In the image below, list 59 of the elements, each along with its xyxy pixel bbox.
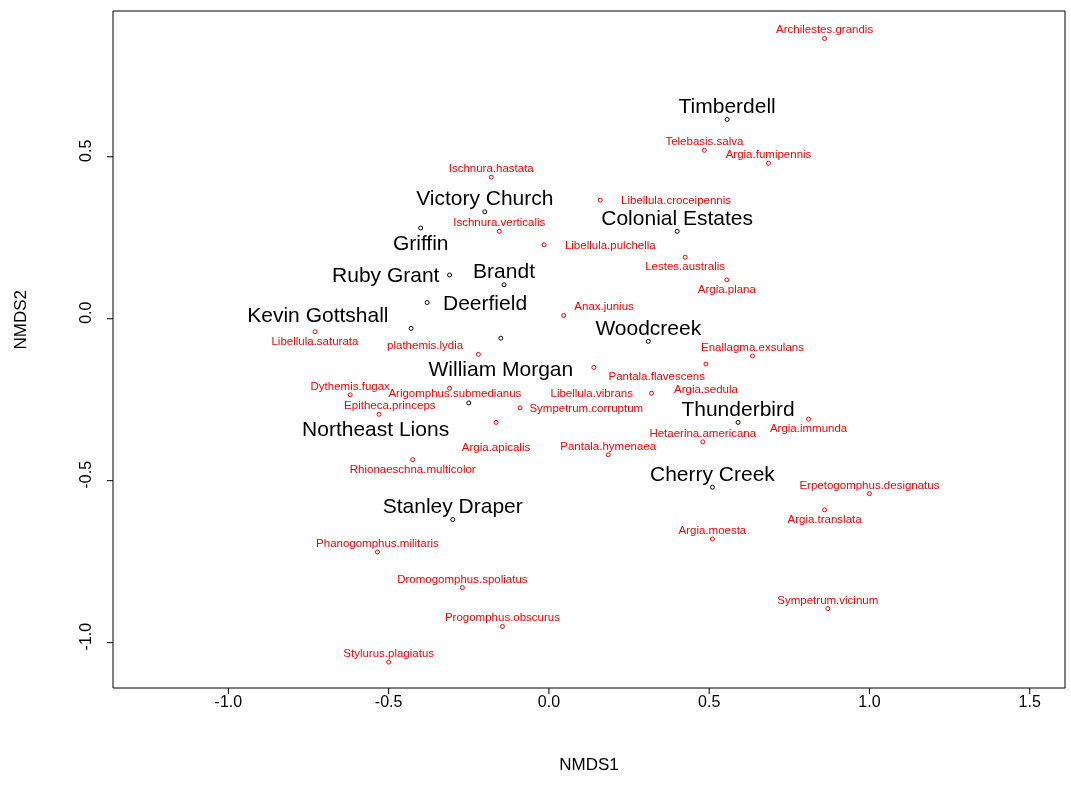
data-label: Woodcreek — [595, 315, 702, 339]
data-label: Argia.sedula — [674, 383, 739, 396]
y-tick-label: 0.5 — [77, 139, 94, 162]
data-label: Dromogomphus.spoliatus — [397, 572, 528, 585]
data-label: plathemis.lydia — [387, 339, 464, 352]
data-label: Erpetogomphus.designatus — [799, 478, 940, 491]
data-label: Phanogomphus.militaris — [316, 536, 440, 549]
data-label: Thunderbird — [681, 396, 795, 420]
x-axis-title: NMDS1 — [559, 755, 619, 774]
data-label: Argia.apicalis — [461, 441, 531, 454]
data-label: Sympetrum.corruptum — [529, 401, 644, 414]
data-label: Argia.moesta — [678, 523, 747, 536]
data-label: Arigomphus.submedianus — [388, 387, 522, 400]
data-label: Enallagma.exsulans — [701, 340, 805, 353]
data-label: Libellula.vibrans — [550, 387, 634, 400]
data-label: Dythemis.fugax — [310, 379, 391, 392]
data-label: Stylurus.plagiatus — [343, 647, 435, 660]
data-label: Argia.translata — [787, 512, 863, 525]
y-tick-label: -1.0 — [77, 622, 94, 651]
data-label: Victory Church — [416, 186, 554, 210]
data-label: Cherry Creek — [649, 461, 776, 485]
data-label: Colonial Estates — [601, 205, 754, 229]
data-label: Timberdell — [678, 93, 776, 117]
data-label: Hetaerina.americana — [649, 426, 757, 439]
data-label: Progomphus.obscurus — [444, 611, 561, 624]
data-label: Ischnura.verticalis — [453, 216, 546, 229]
data-label: Kevin Gottshall — [247, 302, 389, 326]
data-label: Epitheca.princeps — [344, 399, 436, 412]
data-label: Ruby Grant — [332, 263, 440, 287]
data-label: Sympetrum.vicinum — [777, 593, 879, 606]
data-label: Archilestes.grandis — [776, 23, 874, 36]
data-label: Northeast Lions — [302, 417, 450, 441]
data-label: Deerfield — [443, 291, 528, 315]
x-tick-label: -1.0 — [214, 693, 243, 711]
data-label: Griffin — [392, 230, 449, 254]
data-label: Lestes.australis — [645, 260, 726, 273]
data-label: William Morgan — [428, 356, 574, 380]
data-label: Libellula.pulchella — [564, 238, 657, 251]
data-label: Anax.junius — [574, 300, 635, 313]
y-tick-label: -0.5 — [77, 460, 94, 489]
data-label: Pantala.flavescens — [608, 370, 706, 383]
data-label: Stanley Draper — [382, 494, 523, 518]
data-label: Libellula.croceipennis — [621, 194, 732, 207]
x-tick-label: 0.5 — [698, 693, 721, 711]
data-label: Telebasis.salva — [665, 135, 744, 148]
data-label: Argia.immunda — [769, 422, 848, 435]
y-tick-label: 0.0 — [77, 301, 94, 324]
x-tick-label: 1.0 — [858, 693, 881, 711]
data-label: Brandt — [473, 259, 536, 283]
data-label: Ischnura.hastata — [448, 162, 535, 175]
data-label: Argia.fumipennis — [725, 148, 812, 161]
y-axis-title: NMDS2 — [11, 289, 31, 350]
x-tick-label: 1.5 — [1018, 693, 1041, 711]
x-tick-label: 0.0 — [537, 693, 561, 711]
data-label: Argia.plana — [697, 282, 757, 295]
x-tick-label: -0.5 — [374, 693, 403, 711]
data-label: Pantala.hymenaea — [560, 439, 657, 452]
data-label: Libellula.saturata — [271, 334, 360, 347]
data-label: Rhionaeschna.multicolor — [349, 462, 476, 475]
